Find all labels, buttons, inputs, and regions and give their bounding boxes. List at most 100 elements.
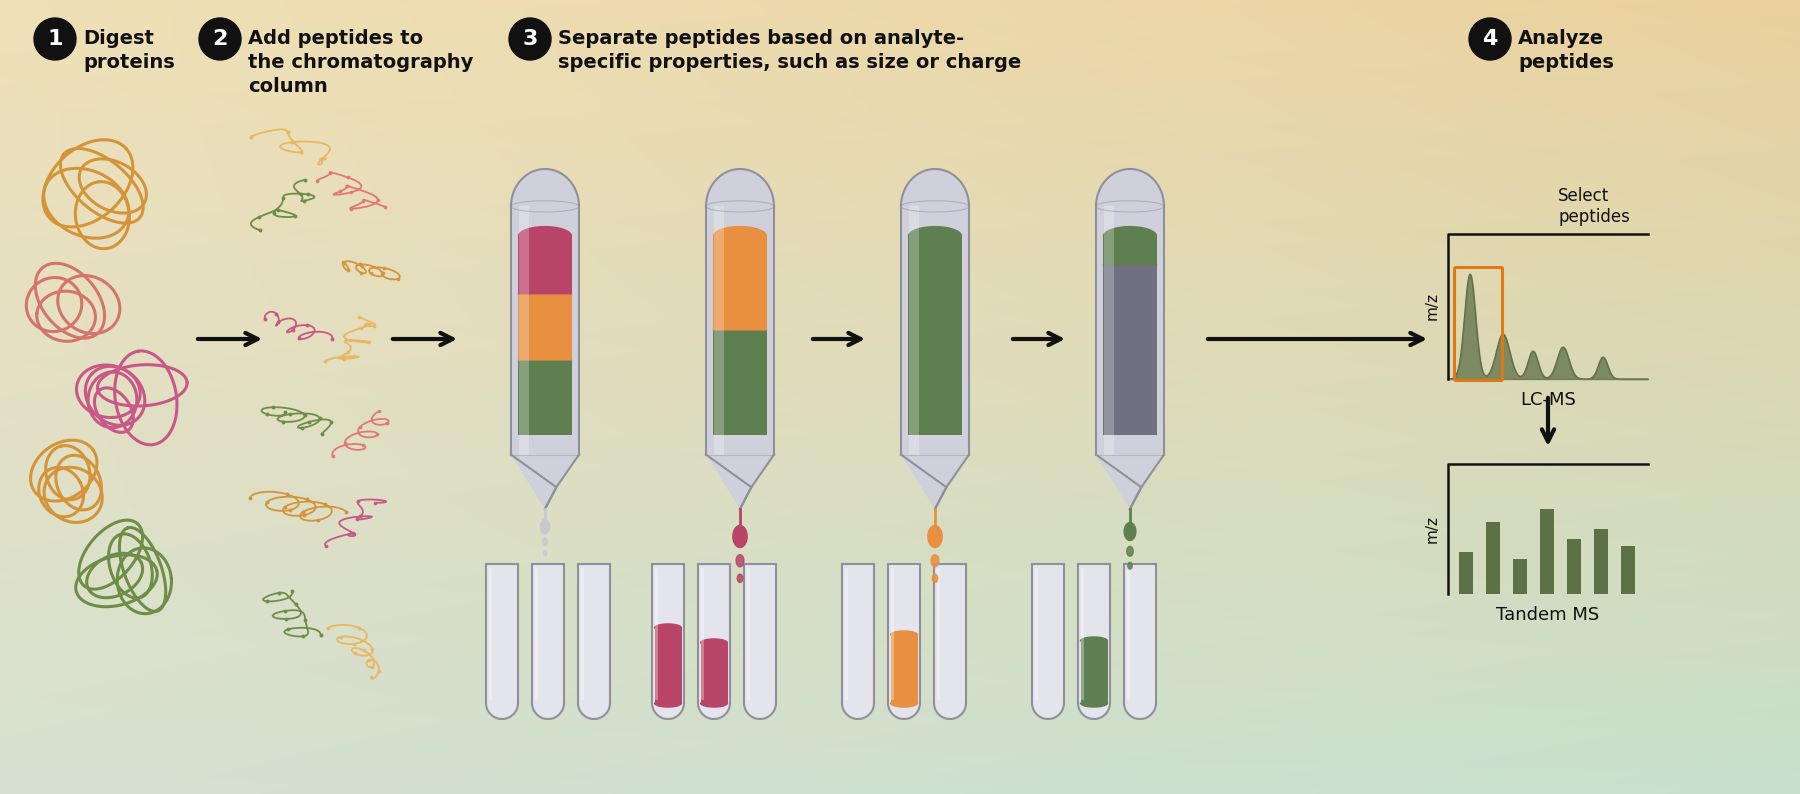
Polygon shape: [891, 631, 918, 635]
Polygon shape: [713, 321, 767, 330]
Polygon shape: [1103, 256, 1157, 265]
Bar: [1487, 522, 1499, 594]
Polygon shape: [1080, 703, 1107, 707]
Polygon shape: [743, 703, 776, 719]
Polygon shape: [655, 703, 682, 707]
Polygon shape: [518, 351, 572, 360]
Polygon shape: [713, 236, 767, 330]
Polygon shape: [1129, 562, 1132, 569]
Polygon shape: [1103, 226, 1157, 236]
Polygon shape: [733, 526, 747, 548]
Text: 2: 2: [212, 29, 227, 49]
Polygon shape: [891, 703, 918, 707]
Polygon shape: [887, 564, 920, 703]
Polygon shape: [1103, 256, 1157, 265]
Polygon shape: [1096, 169, 1165, 206]
Polygon shape: [738, 574, 743, 583]
Polygon shape: [713, 226, 767, 236]
Polygon shape: [1123, 703, 1156, 719]
Polygon shape: [887, 703, 920, 719]
Polygon shape: [652, 703, 684, 719]
Text: LC-MS: LC-MS: [1519, 391, 1577, 409]
Polygon shape: [1123, 564, 1156, 703]
Polygon shape: [544, 550, 547, 556]
Polygon shape: [1103, 206, 1114, 455]
Polygon shape: [715, 206, 724, 455]
Text: 3: 3: [522, 29, 538, 49]
Polygon shape: [743, 564, 776, 703]
Polygon shape: [902, 169, 968, 206]
Polygon shape: [655, 628, 682, 703]
Polygon shape: [931, 555, 940, 567]
Polygon shape: [1103, 265, 1157, 435]
Text: 4: 4: [1483, 29, 1498, 49]
Polygon shape: [533, 564, 563, 703]
Polygon shape: [934, 564, 967, 703]
Polygon shape: [540, 519, 549, 534]
Polygon shape: [891, 635, 918, 703]
Bar: [1541, 509, 1553, 594]
Polygon shape: [902, 455, 968, 509]
Text: 1: 1: [47, 29, 63, 49]
Polygon shape: [511, 455, 580, 509]
Bar: [1595, 529, 1607, 594]
Polygon shape: [909, 226, 961, 236]
Polygon shape: [578, 703, 610, 719]
Polygon shape: [518, 360, 572, 435]
Polygon shape: [736, 555, 743, 567]
Polygon shape: [1127, 546, 1134, 557]
Polygon shape: [706, 206, 774, 455]
Polygon shape: [698, 564, 731, 703]
Text: Separate peptides based on analyte-
specific properties, such as size or charge: Separate peptides based on analyte- spec…: [558, 29, 1021, 72]
Polygon shape: [542, 538, 547, 545]
Polygon shape: [1096, 455, 1165, 509]
Circle shape: [509, 18, 551, 60]
Polygon shape: [518, 284, 572, 294]
Circle shape: [34, 18, 76, 60]
Polygon shape: [713, 330, 767, 435]
Text: Tandem MS: Tandem MS: [1496, 606, 1600, 624]
Text: Select
peptides: Select peptides: [1559, 187, 1629, 226]
Polygon shape: [932, 574, 938, 583]
Polygon shape: [706, 169, 774, 206]
Circle shape: [1469, 18, 1510, 60]
Polygon shape: [1031, 703, 1064, 719]
Polygon shape: [698, 703, 731, 719]
Polygon shape: [518, 226, 572, 236]
Polygon shape: [1080, 637, 1107, 641]
Polygon shape: [713, 321, 767, 330]
Polygon shape: [511, 169, 580, 206]
Text: Digest
proteins: Digest proteins: [83, 29, 175, 72]
Polygon shape: [486, 564, 518, 703]
Text: m/z: m/z: [1426, 292, 1440, 321]
Bar: [1622, 546, 1634, 594]
Polygon shape: [1125, 522, 1136, 541]
Bar: [1460, 552, 1472, 594]
Polygon shape: [533, 703, 563, 719]
Polygon shape: [700, 643, 727, 703]
Polygon shape: [1103, 236, 1157, 265]
Polygon shape: [511, 206, 580, 455]
Text: Add peptides to
the chromatography
column: Add peptides to the chromatography colum…: [248, 29, 473, 97]
Polygon shape: [578, 564, 610, 703]
Polygon shape: [909, 206, 920, 455]
Polygon shape: [1031, 564, 1064, 703]
Polygon shape: [700, 639, 727, 643]
Bar: [1568, 539, 1580, 594]
Bar: [1514, 559, 1526, 594]
Polygon shape: [1078, 564, 1111, 703]
Polygon shape: [842, 703, 875, 719]
Polygon shape: [1096, 206, 1165, 455]
Circle shape: [200, 18, 241, 60]
Polygon shape: [652, 564, 684, 703]
Polygon shape: [700, 703, 727, 707]
Text: m/z: m/z: [1426, 515, 1440, 543]
Polygon shape: [1078, 703, 1111, 719]
Polygon shape: [934, 703, 967, 719]
Polygon shape: [486, 703, 518, 719]
Polygon shape: [518, 284, 572, 294]
Polygon shape: [842, 564, 875, 703]
Polygon shape: [902, 206, 968, 455]
Polygon shape: [927, 526, 941, 548]
Polygon shape: [1080, 641, 1107, 703]
